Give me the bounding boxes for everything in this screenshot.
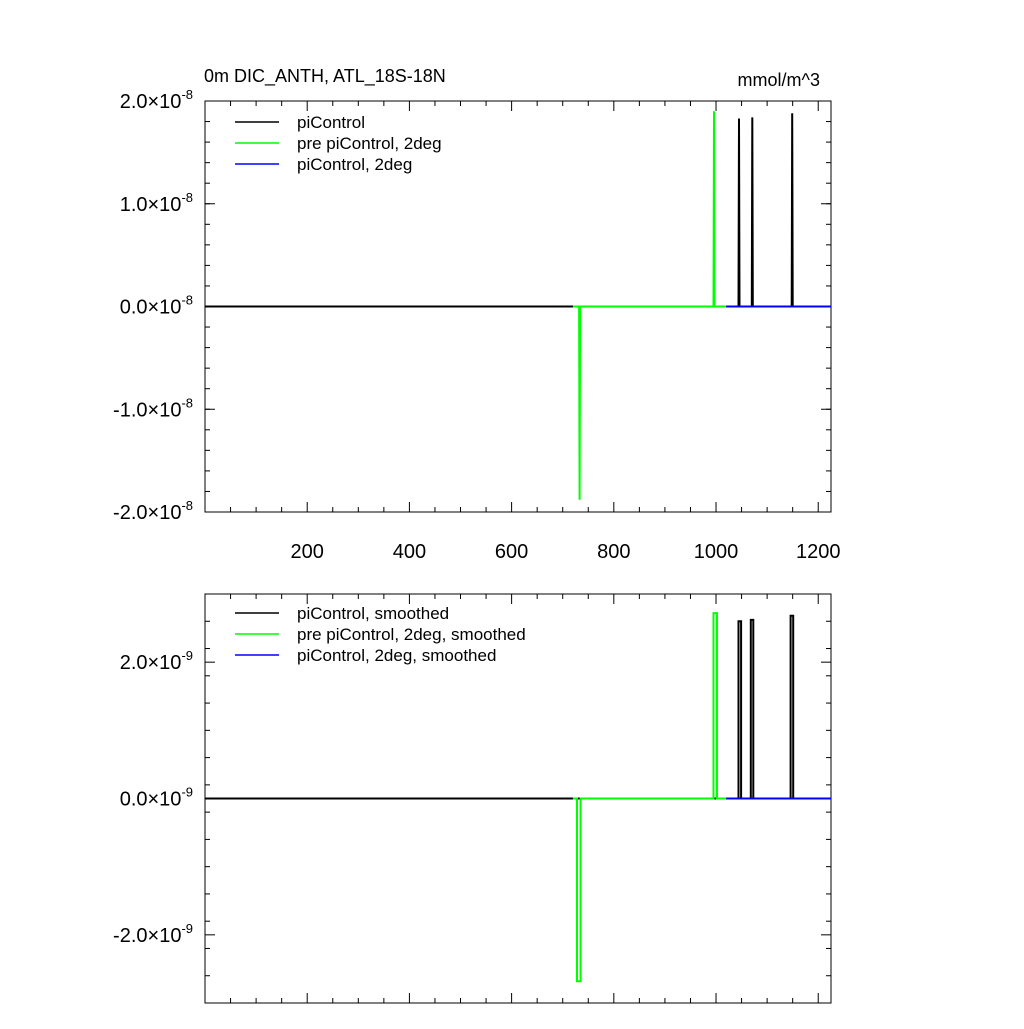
series-line-1 — [205, 113, 831, 308]
x-tick-label: 1000 — [694, 541, 739, 563]
legend-label: piControl, 2deg — [297, 155, 412, 174]
x-tick-label: 800 — [597, 541, 630, 563]
legend-label: piControl, 2deg, smoothed — [297, 646, 496, 665]
y-tick-label: -2.0×10-8 — [113, 498, 193, 524]
legend-label: piControl, smoothed — [297, 604, 449, 623]
chart-units: mmol/m^3 — [738, 70, 820, 90]
chart-title: 0m DIC_ANTH, ATL_18S-18N — [204, 66, 446, 87]
y-tick-label: 1.0×10-8 — [120, 190, 193, 216]
chart-panel-2: 2.0×10-9 0.0×10-9 -2.0×10-9 piControl, smoo… — [113, 593, 832, 1004]
legend-label: piControl — [297, 113, 365, 132]
y-tick-label: -1.0×10-8 — [113, 395, 193, 421]
series-line-1 — [205, 614, 831, 800]
legend: piControl, smoothed pre piControl, 2deg, … — [235, 604, 526, 665]
y-tick-label: 0.0×10-8 — [120, 293, 193, 319]
series-group — [205, 612, 831, 983]
x-tick-label: 200 — [291, 541, 324, 563]
chart-panel-1: 2.0×10-8 1.0×10-8 0.0×10-8 -1.0×10-8 -2.0×10… — [113, 66, 840, 563]
y-tick-label: 2.0×10-9 — [120, 648, 193, 674]
x-ticks — [230, 594, 819, 1003]
legend-label: pre piControl, 2deg, smoothed — [297, 625, 526, 644]
series-line-2 — [572, 612, 727, 983]
legend-label: pre piControl, 2deg — [297, 134, 442, 153]
legend: piControl pre piControl, 2deg piControl, 2… — [235, 113, 442, 174]
x-tick-label: 600 — [495, 541, 528, 563]
y-tick-label: 0.0×10-9 — [120, 785, 193, 811]
x-ticks — [230, 101, 819, 512]
x-tick-label: 400 — [393, 541, 426, 563]
y-tick-label: -2.0×10-9 — [113, 921, 193, 947]
series-line-2 — [572, 111, 727, 500]
series-group — [205, 111, 831, 500]
y-tick-label: 2.0×10-8 — [120, 87, 193, 113]
x-tick-label: 1200 — [796, 541, 841, 563]
y-ticks — [205, 593, 831, 1004]
